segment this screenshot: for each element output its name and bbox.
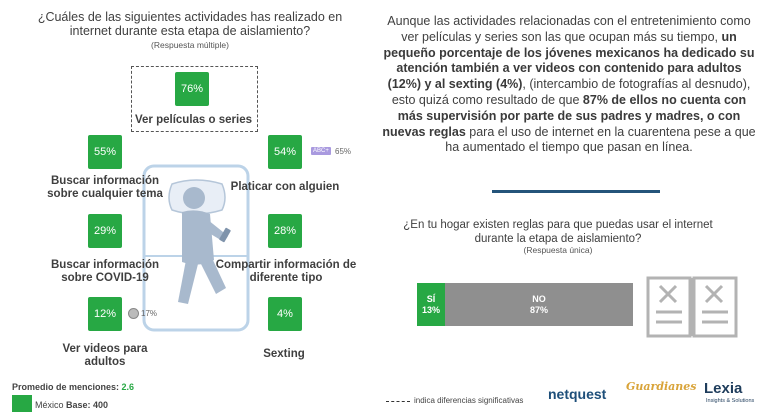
average-mentions-label: Promedio de menciones:	[12, 382, 122, 392]
significance-note: indica diferencias significativas	[414, 396, 524, 405]
summary-bold-2: 87% de ellos no cuenta con más supervisi…	[382, 92, 747, 139]
person-in-bed-illustration	[142, 164, 250, 332]
average-mentions: Promedio de menciones: 2.6	[12, 382, 134, 392]
rules-bar-no-label: NO	[532, 293, 546, 304]
activity-label-sexting: Sexting	[263, 348, 305, 360]
summary-bold-1: un pequeño porcentaje de los jóvenes mex…	[383, 29, 755, 92]
rules-book-icon	[646, 276, 738, 338]
footer-base: México Base: 400	[35, 400, 108, 410]
lexia-logo-subtitle: Insights & Solutions	[706, 398, 755, 404]
question-subtitle: (Respuesta múltiple)	[151, 40, 229, 50]
activity-value-adult-videos: 12%	[88, 297, 122, 331]
activity-label-search-covid: Buscar información sobre COVID-19	[51, 259, 159, 284]
average-mentions-value: 2.6	[121, 382, 135, 392]
summary-text-3: para el uso de internet en la cuarentena…	[445, 124, 756, 155]
legend-swatch	[12, 395, 32, 412]
netquest-logo: netquest	[548, 386, 607, 402]
activity-value-movies: 76%	[175, 72, 209, 106]
significance-dash-sample	[386, 401, 410, 402]
question2-subtitle: (Respuesta única)	[523, 245, 593, 255]
guardianes-logo: Guardianes	[626, 380, 697, 393]
activity-value-share: 28%	[268, 214, 302, 248]
activity-label-movies: Ver películas o series	[135, 114, 252, 126]
abc-segment-value: 65%	[335, 147, 352, 156]
question-title: ¿Cuáles de las siguientes actividades ha…	[37, 10, 343, 38]
activity-value-search-covid: 29%	[88, 214, 122, 248]
lexia-logo: Lexia	[704, 380, 743, 397]
activity-label-share: Compartir información de diferente tipo	[215, 259, 357, 284]
activity-label-search-any: Buscar información sobre cualquier tema	[47, 175, 163, 200]
activity-value-sexting: 4%	[268, 297, 302, 331]
section-divider	[492, 190, 660, 193]
rules-bar-yes: SÍ 13%	[417, 283, 445, 326]
significance-marker	[128, 308, 139, 319]
activity-label-adult-videos: Ver videos para adultos	[62, 343, 148, 368]
activity-label-chat: Platicar con alguien	[230, 181, 340, 193]
rules-bar-yes-label: SÍ	[426, 293, 436, 304]
summary-text-1: Aunque las actividades relacionadas con …	[387, 14, 751, 44]
rules-bar-yes-value: 13%	[421, 304, 440, 315]
highlight-dashed-box	[131, 66, 258, 132]
question2-title: ¿En tu hogar existen reglas para que pue…	[403, 219, 713, 245]
rules-bar-no: NO 87%	[445, 283, 633, 326]
legend-label: México	[35, 400, 64, 410]
summary-paragraph: Aunque las actividades relacionadas con …	[380, 14, 758, 156]
abc-segment-tag: ABC+	[311, 147, 331, 155]
activity-value-search-any: 55%	[88, 135, 122, 169]
summary-text-2: , (intercambio de fotografías al desnudo…	[391, 77, 751, 107]
base-count: Base: 400	[66, 400, 109, 410]
adult-videos-comparison-value: 17%	[141, 309, 158, 318]
rules-bar-no-value: 87%	[529, 304, 548, 315]
activity-value-chat: 54%	[268, 135, 302, 169]
